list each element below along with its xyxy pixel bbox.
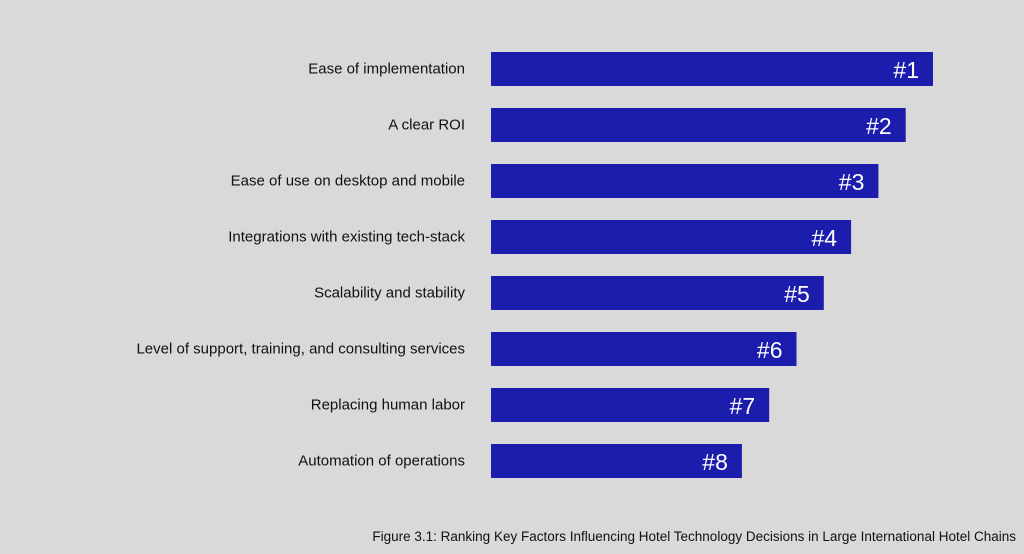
category-label: Automation of operations: [298, 453, 465, 470]
rank-label: #1: [893, 57, 919, 83]
category-label: Ease of implementation: [308, 61, 465, 78]
category-label: Ease of use on desktop and mobile: [231, 173, 465, 190]
rank-label: #5: [784, 281, 810, 307]
rank-label: #8: [702, 449, 728, 475]
rank-label: #3: [839, 169, 865, 195]
bar-8: [491, 444, 742, 478]
rank-label: #4: [812, 225, 838, 251]
figure-caption: Figure 3.1: Ranking Key Factors Influenc…: [372, 529, 1016, 544]
bar-4: [491, 220, 852, 254]
bar-6: [491, 332, 797, 366]
category-label: Scalability and stability: [314, 285, 465, 302]
category-label: A clear ROI: [388, 117, 465, 134]
rank-label: #2: [866, 113, 892, 139]
bar-3: [491, 164, 879, 198]
category-label: Integrations with existing tech-stack: [228, 229, 465, 246]
bar-2: [491, 108, 906, 142]
rank-label: #6: [757, 337, 783, 363]
category-label: Replacing human labor: [311, 397, 465, 414]
rank-label: #7: [730, 393, 756, 419]
bar-5: [491, 276, 824, 310]
bar-7: [491, 388, 770, 422]
bar-1: [491, 52, 933, 86]
category-label: Level of support, training, and consulti…: [136, 341, 465, 358]
